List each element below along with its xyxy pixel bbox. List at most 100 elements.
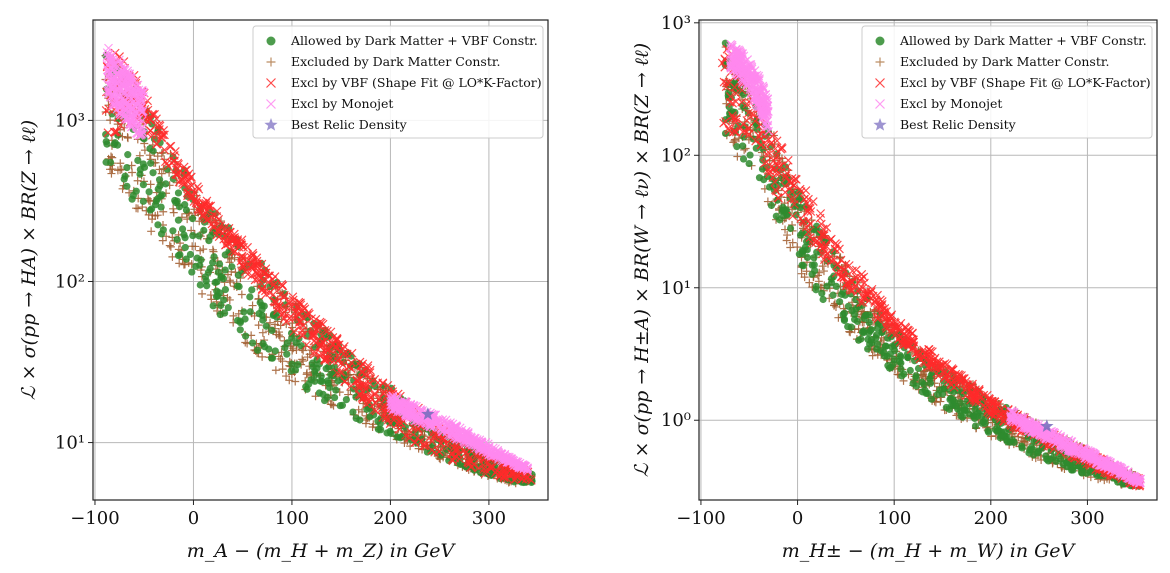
legend-label: Excl by VBF (Shape Fit @ LO*K-Factor) bbox=[291, 75, 542, 90]
data-point bbox=[200, 226, 208, 234]
data-point bbox=[837, 272, 846, 281]
data-point bbox=[502, 452, 512, 462]
data-point bbox=[289, 344, 298, 353]
data-point bbox=[145, 188, 153, 196]
data-point bbox=[866, 288, 876, 298]
data-point bbox=[781, 171, 791, 181]
data-point bbox=[212, 292, 221, 301]
data-point bbox=[130, 89, 140, 99]
data-point bbox=[803, 253, 812, 262]
data-point bbox=[194, 184, 204, 194]
data-point bbox=[113, 141, 122, 149]
data-point bbox=[494, 453, 504, 463]
series-excl-by-monojet bbox=[725, 39, 1145, 488]
data-point bbox=[315, 341, 325, 351]
data-point bbox=[719, 77, 729, 87]
data-point bbox=[921, 386, 929, 394]
data-point bbox=[146, 206, 154, 214]
data-point bbox=[731, 88, 741, 98]
data-point bbox=[204, 268, 212, 276]
data-point bbox=[496, 470, 506, 479]
data-point bbox=[474, 463, 483, 473]
data-point bbox=[473, 436, 483, 446]
data-point bbox=[195, 232, 203, 240]
data-point bbox=[198, 289, 207, 298]
data-point bbox=[196, 281, 204, 289]
data-point bbox=[940, 384, 948, 392]
data-point bbox=[108, 97, 118, 107]
data-point bbox=[146, 180, 155, 189]
data-point bbox=[308, 359, 317, 367]
data-point bbox=[810, 254, 818, 262]
legend: Allowed by Dark Matter + VBF Constr. Excl… bbox=[252, 25, 544, 139]
data-point bbox=[294, 360, 302, 369]
data-point bbox=[263, 277, 273, 287]
data-point bbox=[247, 271, 257, 280]
data-point bbox=[729, 138, 738, 147]
data-point bbox=[443, 441, 453, 451]
data-point bbox=[268, 354, 277, 362]
data-point bbox=[249, 339, 257, 347]
data-point bbox=[103, 140, 111, 148]
data-point bbox=[338, 344, 348, 354]
data-point bbox=[1008, 436, 1017, 444]
data-point bbox=[162, 159, 172, 169]
data-point bbox=[316, 377, 325, 385]
data-point bbox=[763, 165, 773, 175]
data-point bbox=[298, 330, 308, 340]
data-point bbox=[215, 260, 224, 268]
data-point bbox=[453, 459, 462, 467]
data-point bbox=[477, 437, 487, 447]
data-point bbox=[877, 347, 885, 355]
data-point bbox=[324, 379, 332, 387]
legend-marker bbox=[266, 36, 276, 46]
data-point bbox=[402, 397, 411, 407]
data-point bbox=[216, 310, 224, 319]
data-point bbox=[772, 212, 780, 220]
data-point bbox=[924, 344, 934, 354]
data-point bbox=[206, 232, 215, 241]
data-point bbox=[740, 90, 748, 99]
data-point bbox=[819, 231, 829, 240]
data-point bbox=[847, 277, 857, 287]
data-point bbox=[159, 148, 168, 157]
data-point bbox=[812, 286, 820, 294]
data-point bbox=[149, 169, 157, 177]
data-point bbox=[437, 427, 447, 436]
data-point bbox=[782, 173, 791, 183]
data-point bbox=[448, 456, 458, 466]
legend-entry: Allowed by Dark Matter + VBF Constr. bbox=[266, 33, 538, 48]
data-point bbox=[820, 255, 829, 265]
data-point bbox=[139, 128, 149, 138]
data-point bbox=[844, 302, 853, 310]
data-point bbox=[321, 344, 331, 354]
data-point bbox=[282, 372, 291, 381]
data-point bbox=[211, 278, 219, 287]
data-point bbox=[805, 233, 815, 242]
data-point bbox=[336, 402, 344, 410]
data-point bbox=[233, 235, 243, 244]
data-point bbox=[921, 361, 929, 369]
data-point bbox=[269, 280, 279, 290]
data-point bbox=[802, 267, 811, 276]
data-point bbox=[182, 188, 192, 198]
data-point bbox=[763, 147, 773, 157]
data-point bbox=[291, 377, 300, 386]
data-point bbox=[521, 461, 531, 471]
data-point bbox=[246, 293, 254, 301]
data-point bbox=[150, 109, 159, 119]
data-point bbox=[165, 241, 174, 250]
data-point bbox=[155, 176, 164, 184]
data-point bbox=[115, 107, 125, 117]
data-point bbox=[163, 161, 173, 171]
data-point bbox=[840, 315, 848, 323]
data-point bbox=[425, 422, 435, 432]
data-point bbox=[976, 407, 984, 415]
data-point bbox=[165, 142, 175, 151]
data-point bbox=[174, 189, 183, 197]
data-point bbox=[139, 197, 147, 205]
data-point bbox=[145, 126, 155, 135]
data-point bbox=[181, 201, 189, 209]
data-point bbox=[172, 165, 181, 175]
